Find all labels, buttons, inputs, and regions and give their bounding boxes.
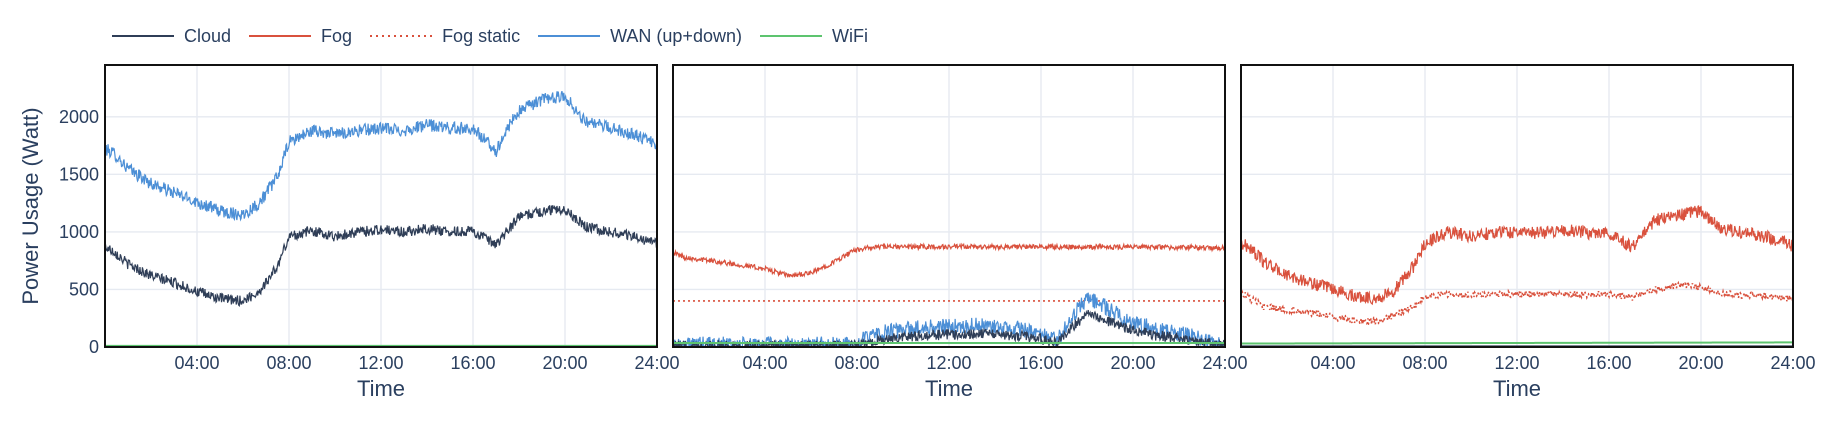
y-tick-label: 1500: [59, 164, 99, 184]
y-tick-label: 500: [69, 279, 99, 299]
legend: Cloud Fog Fog static WAN (up+down) WiFi: [112, 22, 886, 50]
series-cloud: [105, 205, 657, 307]
legend-swatch-wan: [538, 35, 601, 37]
x-axis-title: Time: [357, 376, 405, 401]
legend-label-fog-static: Fog static: [442, 25, 521, 46]
x-tick-label: 08:00: [266, 353, 311, 373]
legend-swatch-fog: [249, 35, 312, 37]
legend-label-fog: Fog: [321, 25, 353, 46]
y-tick-label: 2000: [59, 107, 99, 127]
x-tick-label: 24:00: [1202, 353, 1247, 373]
panel-2: 04:00 08:00 12:00 16:00 20:00 24:00 Time: [672, 64, 1248, 401]
legend-item-wan[interactable]: WAN (up+down): [538, 26, 742, 47]
x-tick-label: 20:00: [1110, 353, 1155, 373]
x-tick-label: 08:00: [1402, 353, 1447, 373]
legend-item-cloud[interactable]: Cloud: [112, 26, 231, 47]
series-cloud: [673, 309, 1225, 347]
legend-item-wifi[interactable]: WiFi: [759, 25, 868, 47]
x-tick-label: 12:00: [926, 353, 971, 373]
series-group: [673, 242, 1225, 347]
x-tick-label: 20:00: [542, 353, 587, 373]
series-fog: [673, 242, 1225, 279]
legend-swatch-fog-static: [370, 35, 433, 37]
x-tick-label: 20:00: [1678, 353, 1723, 373]
x-tick-label: 12:00: [1494, 353, 1539, 373]
panel-1: 04:00 08:00 12:00 16:00 20:00 24:00 Time 0 500 10…: [18, 64, 680, 401]
x-tick-label: 12:00: [358, 353, 403, 373]
series-wifi: [1241, 341, 1793, 345]
legend-item-fog-static[interactable]: Fog static: [370, 26, 520, 47]
legend-swatch-wifi: [759, 35, 822, 37]
x-tick-label: 24:00: [1770, 353, 1815, 373]
panel-frame: [672, 64, 1226, 348]
y-tick-label: 0: [89, 337, 99, 357]
legend-item-fog[interactable]: Fog: [249, 26, 352, 47]
y-axis-title: Power Usage (Watt): [18, 107, 43, 304]
legend-label-wan: WAN (up+down): [610, 25, 742, 46]
x-tick-label: 08:00: [834, 353, 879, 373]
series-fog: [1241, 205, 1793, 306]
x-tick-label: 04:00: [742, 353, 787, 373]
x-tick-label: 16:00: [1586, 353, 1631, 373]
x-tick-label: 04:00: [174, 353, 219, 373]
x-tick-label: 16:00: [450, 353, 495, 373]
x-tick-label: 04:00: [1310, 353, 1355, 373]
x-tick-label: 16:00: [1018, 353, 1063, 373]
y-tick-label: 1000: [59, 222, 99, 242]
legend-label-wifi: WiFi: [831, 25, 868, 46]
series-wan-up-down: [105, 91, 657, 222]
legend-swatch-cloud: [112, 35, 174, 37]
panel-frame: [1240, 64, 1794, 348]
x-axis-title: Time: [925, 376, 973, 401]
panel-frame: [104, 64, 658, 348]
panel-3: 04:00 08:00 12:00 16:00 20:00 24:00 Time: [1240, 64, 1816, 401]
x-tick-label: 24:00: [634, 353, 679, 373]
legend-label-cloud: Cloud: [184, 25, 232, 46]
x-axis-title: Time: [1493, 376, 1541, 401]
